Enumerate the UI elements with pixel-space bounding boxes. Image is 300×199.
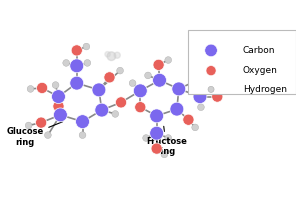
FancyBboxPatch shape [188, 30, 296, 94]
Circle shape [112, 111, 119, 117]
Circle shape [116, 97, 127, 108]
Circle shape [53, 101, 64, 112]
Text: Carbon: Carbon [243, 46, 275, 55]
Circle shape [193, 90, 207, 103]
Circle shape [114, 52, 120, 58]
Circle shape [192, 124, 199, 131]
Circle shape [150, 126, 164, 140]
Circle shape [70, 76, 84, 90]
Circle shape [70, 59, 84, 73]
Circle shape [105, 52, 110, 57]
Circle shape [143, 135, 149, 141]
Text: Hydrogen: Hydrogen [243, 85, 287, 94]
Circle shape [222, 86, 228, 92]
Circle shape [212, 91, 223, 102]
Circle shape [165, 57, 172, 63]
Circle shape [170, 102, 184, 116]
Circle shape [183, 114, 194, 125]
Circle shape [198, 82, 204, 88]
Circle shape [208, 86, 214, 92]
Text: Fructose
ring: Fructose ring [146, 126, 187, 156]
Circle shape [206, 66, 216, 76]
Circle shape [36, 117, 47, 128]
Circle shape [92, 83, 106, 97]
Text: Oxygen: Oxygen [243, 66, 278, 75]
Circle shape [135, 102, 146, 113]
Circle shape [205, 44, 217, 57]
Circle shape [83, 43, 90, 50]
Circle shape [117, 67, 123, 74]
Circle shape [107, 52, 116, 60]
Circle shape [53, 108, 67, 122]
Text: Glucose
ring: Glucose ring [6, 122, 63, 147]
Circle shape [201, 71, 208, 78]
Circle shape [161, 151, 168, 158]
Circle shape [52, 82, 59, 88]
Circle shape [25, 122, 32, 129]
Circle shape [151, 143, 162, 154]
Circle shape [76, 115, 89, 129]
Circle shape [165, 135, 172, 141]
Circle shape [44, 132, 51, 139]
Circle shape [172, 82, 186, 96]
Circle shape [129, 80, 136, 87]
Circle shape [37, 82, 48, 94]
Circle shape [134, 84, 147, 98]
Circle shape [71, 45, 82, 56]
Circle shape [104, 72, 115, 83]
Circle shape [198, 104, 204, 111]
Circle shape [63, 60, 70, 66]
Circle shape [27, 86, 34, 92]
Circle shape [153, 59, 164, 70]
Circle shape [153, 73, 166, 87]
Circle shape [95, 103, 109, 117]
Circle shape [145, 72, 152, 79]
Circle shape [84, 60, 91, 66]
Circle shape [190, 76, 201, 87]
Circle shape [150, 109, 164, 123]
Circle shape [79, 132, 86, 139]
Circle shape [52, 90, 65, 103]
